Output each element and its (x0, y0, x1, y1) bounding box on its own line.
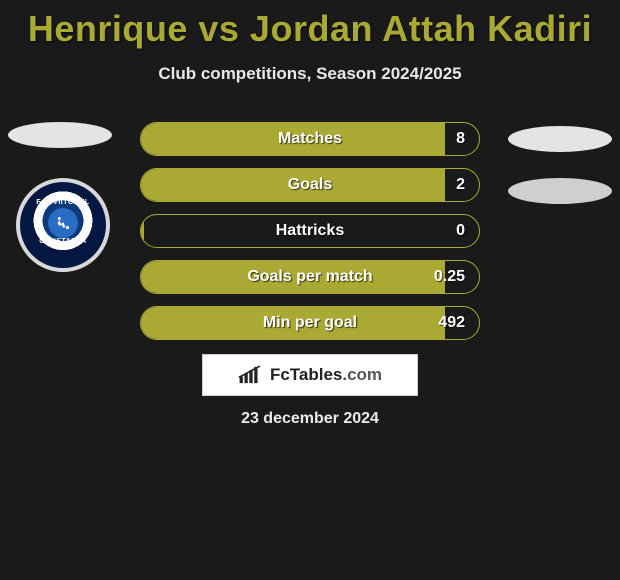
stat-row-label: Goals (141, 176, 479, 194)
stat-row-value: 8 (456, 130, 465, 148)
stat-row-label: Min per goal (141, 314, 479, 332)
club-badge-top-text: F.C. VIITORUL (36, 199, 89, 206)
brand-text: FcTables.com (270, 365, 382, 385)
stat-row: Hattricks0 (140, 214, 480, 248)
football-player-icon (54, 214, 72, 232)
bar-chart-icon (238, 365, 264, 385)
brand-name-bold: FcTables (270, 365, 342, 384)
stat-row: Goals per match0.25 (140, 260, 480, 294)
stat-row-value: 0.25 (434, 268, 465, 286)
stats-panel: Matches8Goals2Hattricks0Goals per match0… (140, 122, 480, 352)
stat-row-value: 2 (456, 176, 465, 194)
date-text: 23 december 2024 (0, 410, 620, 428)
stat-row-label: Matches (141, 130, 479, 148)
player-photo-placeholder-left (8, 122, 112, 148)
stat-row-value: 492 (438, 314, 465, 332)
stat-row: Matches8 (140, 122, 480, 156)
stat-row-value: 0 (456, 222, 465, 240)
player-photo-placeholder-right-2 (508, 178, 612, 204)
brand-badge: FcTables.com (202, 354, 418, 396)
club-badge: F.C. VIITORUL CONSTANTA (16, 178, 110, 272)
player-photo-placeholder-right-1 (508, 126, 612, 152)
club-badge-bottom-text: CONSTANTA (39, 238, 86, 245)
page-title: Henrique vs Jordan Attah Kadiri (0, 0, 620, 50)
brand-name-light: .com (342, 365, 382, 384)
stat-row: Min per goal492 (140, 306, 480, 340)
subtitle: Club competitions, Season 2024/2025 (0, 64, 620, 84)
stat-row-label: Hattricks (141, 222, 479, 240)
stat-row: Goals2 (140, 168, 480, 202)
club-badge-icon (48, 208, 78, 238)
stat-row-label: Goals per match (141, 268, 479, 286)
